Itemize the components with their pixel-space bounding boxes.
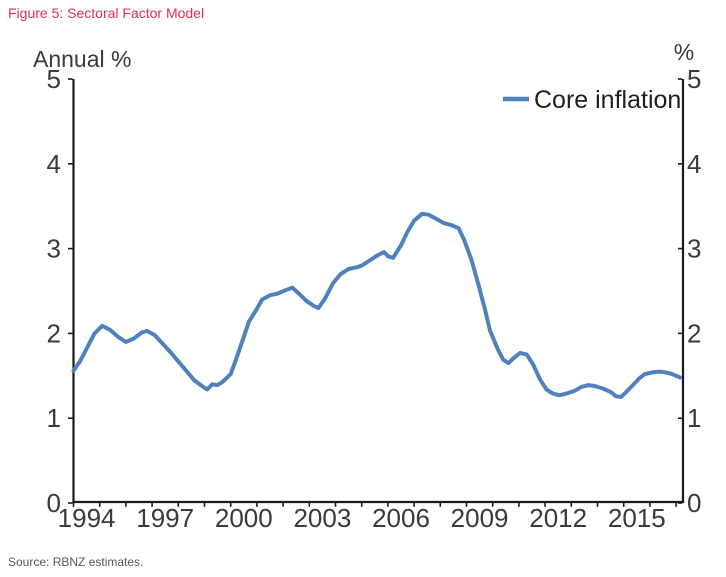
y-tick-label-right: 0 [687,488,701,518]
y-tick-label-left: 3 [47,234,61,264]
y-tick-label-left: 2 [47,318,61,348]
x-tick-label: 2009 [451,503,509,533]
x-tick-label: 2015 [608,503,666,533]
x-tick-label: 2006 [372,503,430,533]
figure-title: Figure 5: Sectoral Factor Model [8,5,205,21]
y-tick-label-left: 1 [47,403,61,433]
core-inflation-line [71,211,682,399]
x-tick-label: 1997 [136,503,194,533]
y-tick-label-right: 2 [687,318,701,348]
y-tick-label-right: 1 [687,403,701,433]
right-axis-unit-label: % [674,39,694,65]
x-tick-label: 2003 [293,503,351,533]
x-tick-label: 2000 [215,503,273,533]
y-tick-label-right: 3 [687,234,701,264]
y-tick-label-left: 5 [47,64,61,94]
x-tick-label: 1994 [58,503,116,533]
legend-label: Core inflation [534,86,681,114]
y-tick-label-left: 4 [47,149,61,179]
x-tick-label: 2012 [529,503,587,533]
y-tick-label-right: 5 [687,64,701,94]
y-tick-label-right: 4 [687,149,701,179]
y-tick-label-left: 0 [47,488,61,518]
source-note: Source: RBNZ estimates. [8,555,144,569]
left-axis-unit-label: Annual % [33,46,131,72]
